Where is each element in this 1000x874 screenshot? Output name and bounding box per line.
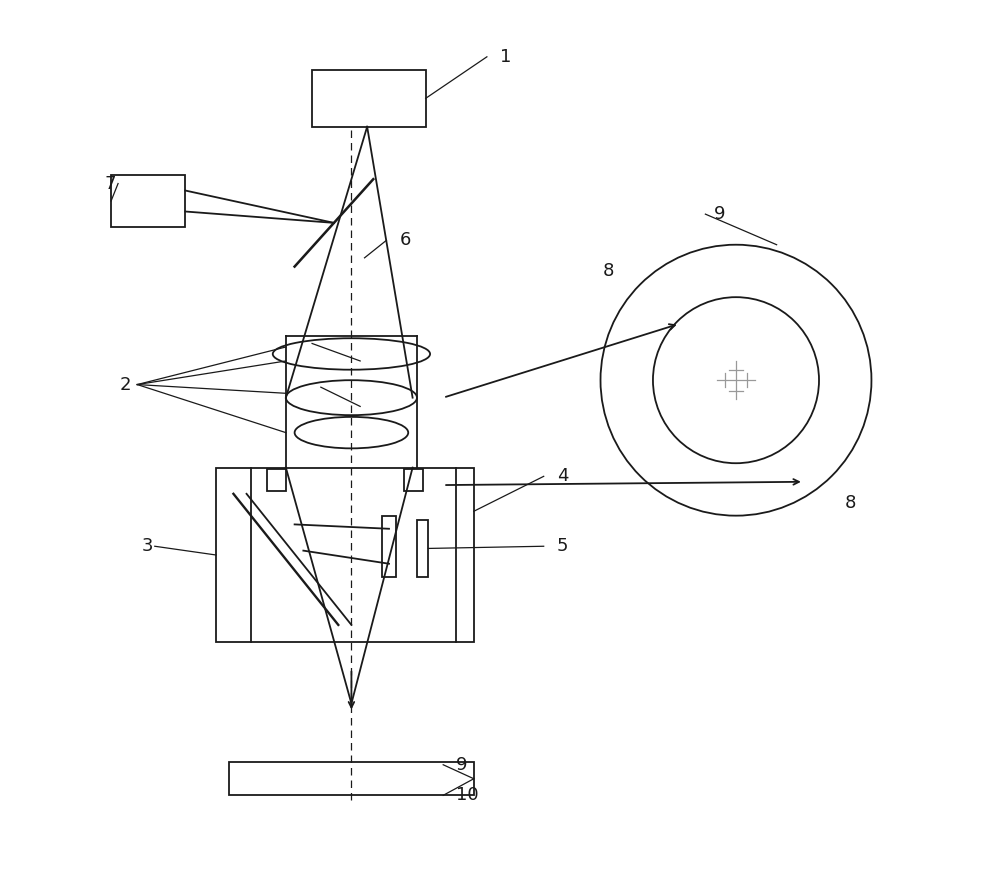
Bar [382,516,396,577]
Text: 3: 3 [142,538,153,555]
Text: 9: 9 [456,756,468,773]
Text: 5: 5 [557,538,568,555]
Text: 8: 8 [603,262,615,280]
Text: 2: 2 [120,376,131,393]
Text: 7: 7 [105,175,116,192]
Text: 10: 10 [456,787,479,804]
Bar [404,469,423,491]
Bar [417,520,428,577]
Bar [229,762,474,795]
Text: 9: 9 [714,205,726,223]
Text: 8: 8 [845,494,857,511]
Bar [312,70,426,127]
Text: 4: 4 [557,468,568,485]
Text: 1: 1 [500,48,511,66]
Bar [111,175,185,227]
Bar [216,468,474,642]
Bar [267,469,286,491]
Text: 6: 6 [399,232,411,249]
